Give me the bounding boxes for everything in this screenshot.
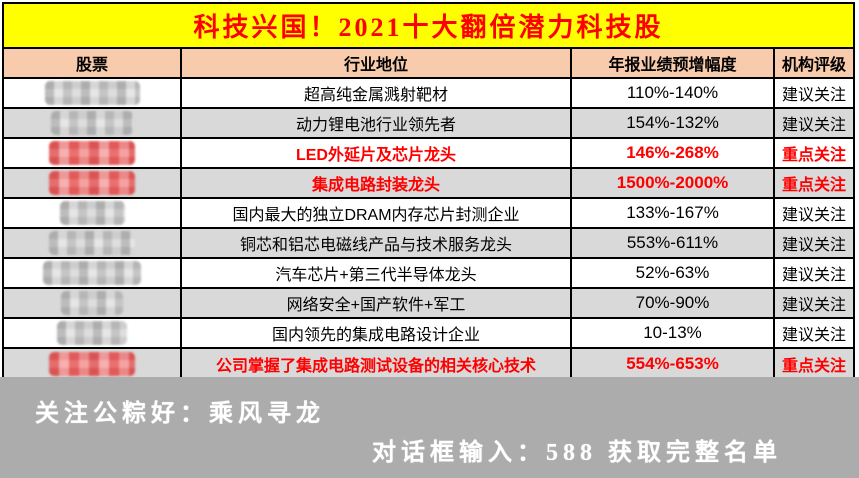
growth-range-cell: 554%-653% bbox=[572, 349, 775, 379]
censored-stock-name bbox=[49, 231, 135, 255]
rating-cell: 建议关注 bbox=[781, 117, 846, 134]
industry-position-cell: 国内领先的集成电路设计企业 bbox=[182, 319, 572, 347]
growth-range-cell: 553%-611% bbox=[572, 229, 775, 257]
censored-stock-name bbox=[61, 291, 123, 315]
table-row: 国内领先的集成电路设计企业 10-13% 建议关注 bbox=[4, 319, 853, 349]
stock-name-cell bbox=[4, 109, 182, 137]
rating-cell: 建议关注 bbox=[781, 267, 846, 284]
table-title: 科技兴国！2021十大翻倍潜力科技股 bbox=[193, 13, 664, 42]
industry-position-cell: 公司掌握了集成电路测试设备的相关核心技术 bbox=[182, 349, 572, 379]
table-row: 网络安全+国产软件+军工 70%-90% 建议关注 bbox=[4, 289, 853, 319]
stock-name-cell bbox=[4, 289, 182, 317]
stock-name-cell bbox=[4, 199, 182, 227]
stock-name-cell bbox=[4, 229, 182, 257]
rating-cell: 重点关注 bbox=[781, 177, 846, 194]
stock-name-cell bbox=[4, 349, 182, 379]
rating-cell: 建议关注 bbox=[781, 327, 846, 344]
column-header-growth: 年报业绩预增幅度 bbox=[572, 49, 775, 77]
censored-stock-name bbox=[49, 141, 135, 165]
stock-name-cell bbox=[4, 79, 182, 107]
rating-cell: 重点关注 bbox=[781, 358, 846, 375]
stock-table: 科技兴国！2021十大翻倍潜力科技股 股票 行业地位 年报业绩预增幅度 机构评级… bbox=[2, 2, 855, 381]
column-header-stock: 股票 bbox=[4, 49, 182, 77]
growth-range-cell: 1500%-2000% bbox=[572, 169, 775, 197]
growth-range-cell: 52%-63% bbox=[572, 259, 775, 287]
table-title-bar: 科技兴国！2021十大翻倍潜力科技股 bbox=[4, 4, 853, 49]
industry-position-cell: 汽车芯片+第三代半导体龙头 bbox=[182, 259, 572, 287]
table-row: 汽车芯片+第三代半导体龙头 52%-63% 建议关注 bbox=[4, 259, 853, 289]
censored-stock-name bbox=[59, 201, 125, 225]
industry-position-cell: 超高纯金属溅射靶材 bbox=[182, 79, 572, 107]
growth-range-cell: 10-13% bbox=[572, 319, 775, 347]
censored-stock-name bbox=[44, 81, 140, 105]
footer-banner: 关注公粽好：乘风寻龙 对话框输入：588 获取完整名单 bbox=[0, 377, 859, 478]
column-header-position: 行业地位 bbox=[182, 49, 572, 77]
footer-cta-text: 对话框输入：588 获取完整名单 bbox=[372, 440, 782, 466]
growth-range-cell: 133%-167% bbox=[572, 199, 775, 227]
stock-name-cell bbox=[4, 319, 182, 347]
industry-position-cell: 铜芯和铝芯电磁线产品与技术服务龙头 bbox=[182, 229, 572, 257]
industry-position-cell: 动力锂电池行业领先者 bbox=[182, 109, 572, 137]
table-header-row: 股票 行业地位 年报业绩预增幅度 机构评级 bbox=[4, 49, 853, 79]
footer-account-text: 关注公粽好：乘风寻龙 bbox=[35, 401, 325, 427]
censored-stock-name bbox=[51, 111, 133, 135]
table-row: 动力锂电池行业领先者 154%-132% 建议关注 bbox=[4, 109, 853, 139]
industry-position-cell: 集成电路封装龙头 bbox=[182, 169, 572, 197]
table-row: LED外延片及芯片龙头 146%-268% 重点关注 bbox=[4, 139, 853, 169]
censored-stock-name bbox=[49, 352, 135, 376]
growth-range-cell: 146%-268% bbox=[572, 139, 775, 167]
censored-stock-name bbox=[43, 261, 141, 285]
growth-range-cell: 110%-140% bbox=[572, 79, 775, 107]
table-row: 集成电路封装龙头 1500%-2000% 重点关注 bbox=[4, 169, 853, 199]
rating-cell: 重点关注 bbox=[781, 147, 846, 164]
industry-position-cell: LED外延片及芯片龙头 bbox=[182, 139, 572, 167]
stock-name-cell bbox=[4, 259, 182, 287]
rating-cell: 建议关注 bbox=[781, 297, 846, 314]
censored-stock-name bbox=[49, 171, 135, 195]
table-row: 公司掌握了集成电路测试设备的相关核心技术 554%-653% 重点关注 bbox=[4, 349, 853, 379]
growth-range-cell: 154%-132% bbox=[572, 109, 775, 137]
rating-cell: 建议关注 bbox=[781, 207, 846, 224]
rating-cell: 建议关注 bbox=[781, 237, 846, 254]
industry-position-cell: 网络安全+国产软件+军工 bbox=[182, 289, 572, 317]
table-row: 国内最大的独立DRAM内存芯片封测企业 133%-167% 建议关注 bbox=[4, 199, 853, 229]
table-row: 铜芯和铝芯电磁线产品与技术服务龙头 553%-611% 建议关注 bbox=[4, 229, 853, 259]
growth-range-cell: 70%-90% bbox=[572, 289, 775, 317]
industry-position-cell: 国内最大的独立DRAM内存芯片封测企业 bbox=[182, 199, 572, 227]
table-body: 超高纯金属溅射靶材 110%-140% 建议关注 动力锂电池行业领先者 154%-132… bbox=[4, 79, 853, 379]
censored-stock-name bbox=[57, 321, 127, 345]
table-row: 超高纯金属溅射靶材 110%-140% 建议关注 bbox=[4, 79, 853, 109]
stock-name-cell bbox=[4, 169, 182, 197]
column-header-rating: 机构评级 bbox=[781, 57, 846, 74]
stock-name-cell bbox=[4, 139, 182, 167]
rating-cell: 建议关注 bbox=[781, 87, 846, 104]
